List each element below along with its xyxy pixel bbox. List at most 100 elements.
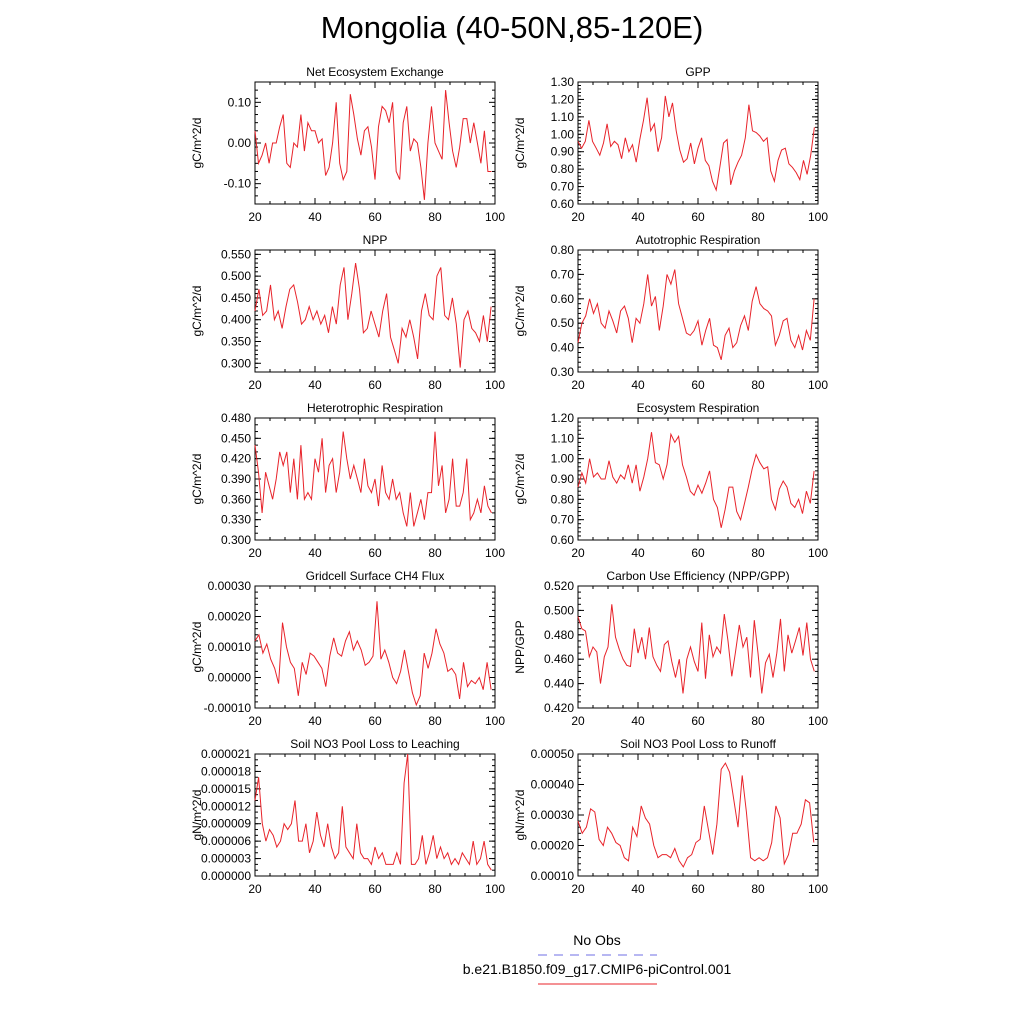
- figure-title: Mongolia (40-50N,85-120E): [320, 10, 704, 45]
- y-tick-label: 0.440: [544, 677, 574, 691]
- y-tick-label: 0.300: [221, 533, 251, 547]
- data-series-line: [254, 753, 492, 871]
- y-tick-label: 0.400: [221, 313, 251, 327]
- panel-title: Ecosystem Respiration: [637, 401, 760, 415]
- x-tick-label: 40: [308, 546, 322, 560]
- panel-4: Autotrophic Respiration 20 40 60 80 100 0.30 0.…: [513, 233, 828, 392]
- x-tick-label: 100: [485, 714, 505, 728]
- x-tick-label: 40: [308, 378, 322, 392]
- y-tick-label: 0.360: [221, 492, 251, 506]
- y-tick-label: 0.000021: [201, 747, 251, 761]
- x-tick-label: 100: [808, 882, 828, 896]
- y-axis-label: gC/m^2/d: [190, 118, 204, 169]
- plot-frame: [577, 249, 819, 373]
- y-tick-label: 0.390: [221, 472, 251, 486]
- legend-model-label: b.e21.B1850.f09_g17.CMIP6-piControl.001: [462, 961, 732, 977]
- y-tick-label: 1.20: [551, 92, 575, 106]
- panel-10: Soil NO3 Pool Loss to Runoff 20 40 60 80 100 0…: [513, 737, 828, 896]
- y-tick-label: 0.500: [544, 603, 574, 617]
- x-tick-label: 100: [485, 882, 505, 896]
- y-tick-label: 0.450: [221, 431, 251, 445]
- data-series-line: [254, 263, 492, 368]
- data-series-line: [254, 90, 492, 200]
- y-tick-label: 0.80: [551, 162, 575, 176]
- panel-title: Soil NO3 Pool Loss to Runoff: [620, 737, 777, 751]
- y-tick-label: 0.460: [544, 652, 574, 666]
- x-tick-label: 40: [631, 714, 645, 728]
- x-tick-label: 100: [808, 210, 828, 224]
- plot-frame: [254, 585, 496, 709]
- x-tick-label: 80: [751, 546, 765, 560]
- panel-9: Soil NO3 Pool Loss to Leaching 20 40 60 80 10…: [190, 737, 505, 896]
- data-series-line: [577, 269, 815, 360]
- y-tick-label: 0.480: [544, 628, 574, 642]
- x-tick-label: 60: [368, 546, 382, 560]
- y-tick-label: 0.70: [551, 180, 575, 194]
- data-series-line: [254, 601, 492, 707]
- y-tick-label: 0.00050: [531, 747, 575, 761]
- data-series-line: [577, 604, 815, 694]
- y-axis-label: gC/m^2/d: [513, 118, 527, 169]
- x-tick-label: 100: [485, 546, 505, 560]
- x-tick-label: 80: [428, 210, 442, 224]
- x-tick-label: 100: [808, 714, 828, 728]
- y-tick-label: 0.60: [551, 292, 575, 306]
- y-tick-label: 0.00040: [531, 778, 575, 792]
- y-tick-label: -0.00010: [204, 701, 252, 715]
- x-tick-label: 40: [308, 714, 322, 728]
- panel-title: GPP: [685, 65, 710, 79]
- x-tick-label: 20: [571, 210, 585, 224]
- plot-frame: [577, 81, 819, 205]
- y-axis-label: gC/m^2/d: [190, 622, 204, 673]
- y-tick-label: 0.00020: [208, 610, 252, 624]
- x-tick-label: 80: [751, 882, 765, 896]
- panel-2: GPP 20 40 60 80 100 0.60 0.70 0.80 0.90 1.00 1.10 1.…: [513, 65, 828, 224]
- y-tick-label: 0.000018: [201, 764, 251, 778]
- y-tick-label: 0.70: [551, 267, 575, 281]
- x-tick-label: 20: [248, 882, 262, 896]
- data-series-line: [577, 432, 815, 528]
- y-axis-label: gC/m^2/d: [190, 286, 204, 337]
- x-tick-label: 40: [631, 210, 645, 224]
- panel-title: Heterotrophic Respiration: [307, 401, 443, 415]
- y-tick-label: 0.330: [221, 513, 251, 527]
- y-tick-label: 1.00: [551, 452, 575, 466]
- plot-frame: [577, 585, 819, 709]
- y-tick-label: 0.00030: [208, 579, 252, 593]
- x-tick-label: 40: [308, 882, 322, 896]
- y-tick-label: 0.30: [551, 365, 575, 379]
- x-tick-label: 80: [751, 714, 765, 728]
- y-tick-label: 0.70: [551, 513, 575, 527]
- y-tick-label: 0.300: [221, 356, 251, 370]
- y-tick-label: 0.50: [551, 316, 575, 330]
- x-tick-label: 80: [428, 714, 442, 728]
- y-tick-label: 1.30: [551, 75, 575, 89]
- x-tick-label: 20: [571, 882, 585, 896]
- panel-title: Gridcell Surface CH4 Flux: [306, 569, 445, 583]
- y-tick-label: 0.000000: [201, 869, 251, 883]
- y-tick-label: 0.480: [221, 411, 251, 425]
- data-series-line: [254, 431, 492, 527]
- y-tick-label: 0.000009: [201, 817, 251, 831]
- legend-obs-label: No Obs: [573, 932, 621, 948]
- x-tick-label: 20: [248, 210, 262, 224]
- panel-6: Ecosystem Respiration 20 40 60 80 100 0.60 0.70…: [513, 401, 828, 560]
- y-axis-label: gC/m^2/d: [190, 454, 204, 505]
- plot-frame: [577, 753, 819, 877]
- x-tick-label: 60: [691, 378, 705, 392]
- y-tick-label: 0.00: [228, 136, 252, 150]
- y-tick-label: 1.20: [551, 411, 575, 425]
- panel-5: Heterotrophic Respiration 20 40 60 80 100 0.30…: [190, 401, 505, 560]
- panel-8: Carbon Use Efficiency (NPP/GPP) 20 40 60 80 1…: [513, 569, 828, 728]
- y-tick-label: 0.420: [221, 452, 251, 466]
- x-tick-label: 80: [428, 378, 442, 392]
- y-tick-label: 0.000015: [201, 782, 251, 796]
- x-tick-label: 80: [751, 378, 765, 392]
- panel-title: Carbon Use Efficiency (NPP/GPP): [606, 569, 789, 583]
- x-tick-label: 60: [691, 714, 705, 728]
- y-tick-label: 0.40: [551, 341, 575, 355]
- y-tick-label: 1.10: [551, 431, 575, 445]
- y-tick-label: 0.80: [551, 243, 575, 257]
- x-tick-label: 80: [751, 210, 765, 224]
- x-tick-label: 40: [631, 378, 645, 392]
